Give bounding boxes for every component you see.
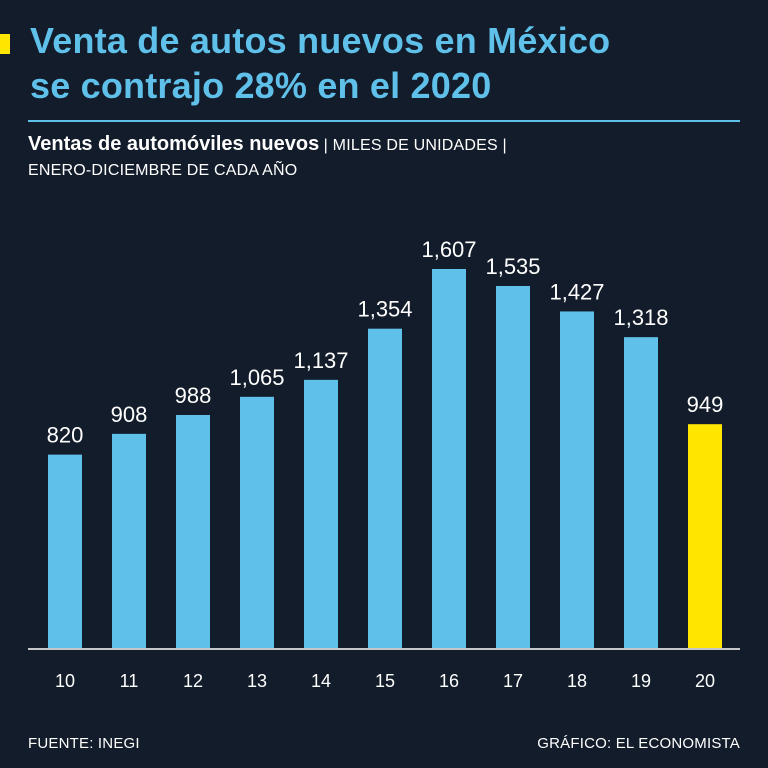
chart-subtitle-main: Ventas de automóviles nuevos (28, 133, 320, 155)
bar-17 (496, 285, 530, 648)
bar-11 (112, 433, 146, 648)
source-note: FUENTE: INEGI (28, 735, 140, 752)
bar-15 (368, 328, 402, 648)
bar-16 (432, 269, 466, 648)
bar-18 (560, 311, 594, 648)
title-accent-marker (0, 34, 10, 54)
x-tick-label-18: 18 (567, 671, 587, 691)
page-title: Venta de autos nuevos en México se contr… (30, 18, 750, 108)
bar-14 (304, 379, 338, 648)
value-label-10: 820 (47, 423, 84, 448)
value-label-20: 949 (687, 392, 724, 417)
bar-19 (624, 337, 658, 648)
x-tick-label-17: 17 (503, 671, 523, 691)
x-tick-label-16: 16 (439, 671, 459, 691)
value-label-19: 1,318 (613, 305, 668, 330)
x-tick-label-14: 14 (311, 671, 331, 691)
x-tick-label-15: 15 (375, 671, 395, 691)
chart-period: ENERO-DICIEMBRE DE CADA AÑO (28, 162, 298, 179)
credit-note: GRÁFICO: EL ECONOMISTA (537, 735, 740, 752)
bar-chart: 820 908 988 1,065 1,137 1,354 1,607 1,535 1,427 1… (28, 237, 740, 691)
bar-13 (240, 396, 274, 648)
value-label-14: 1,137 (293, 348, 348, 373)
x-tick-label-13: 13 (247, 671, 267, 691)
bar-12 (176, 414, 210, 648)
chart-units: | MILES DE UNIDADES | (323, 137, 507, 154)
title-line-1: Venta de autos nuevos en México (30, 20, 611, 61)
value-label-15: 1,354 (357, 297, 412, 322)
x-tick-label-19: 19 (631, 671, 651, 691)
x-tick-label-12: 12 (183, 671, 203, 691)
x-tick-label-20: 20 (695, 671, 715, 691)
chart-subtitle: Ventas de automóviles nuevos | MILES DE … (28, 133, 507, 156)
value-label-group: 820 908 988 1,065 1,137 1,354 1,607 1,535 1,427 1… (47, 237, 724, 448)
bar-20 (688, 424, 722, 648)
title-divider (28, 120, 740, 122)
x-tick-label-11: 11 (120, 671, 139, 691)
value-label-18: 1,427 (549, 279, 604, 304)
title-line-2: se contrajo 28% en el 2020 (30, 65, 492, 106)
value-label-13: 1,065 (229, 365, 284, 390)
bar-group (48, 269, 722, 648)
bar-10 (48, 454, 82, 648)
value-label-12: 988 (175, 383, 212, 408)
value-label-16: 1,607 (421, 237, 476, 262)
x-tick-label-group: 10 11 12 13 14 15 16 17 18 19 20 (55, 671, 715, 691)
value-label-11: 908 (111, 402, 148, 427)
x-tick-label-10: 10 (55, 671, 75, 691)
value-label-17: 1,535 (485, 254, 540, 279)
